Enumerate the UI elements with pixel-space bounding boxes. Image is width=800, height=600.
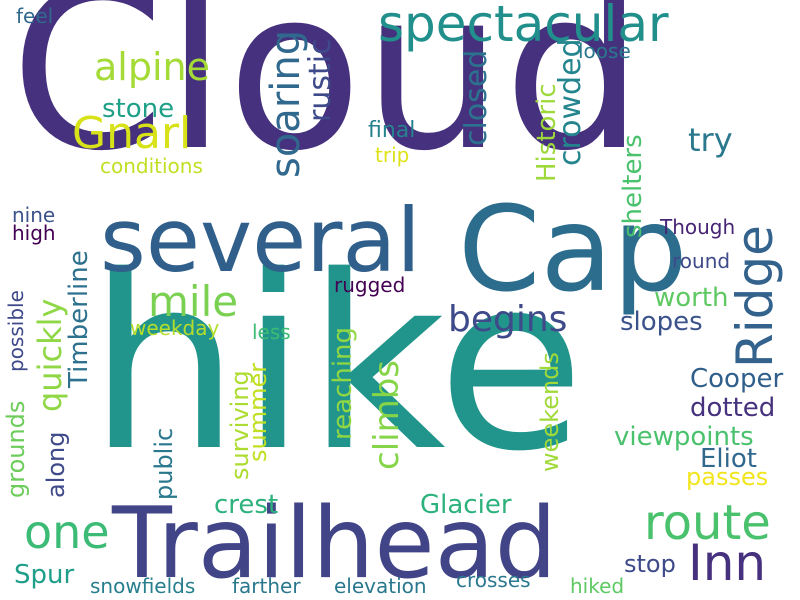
- word-glacier: Glacier: [420, 490, 512, 520]
- word-public: public: [150, 427, 178, 500]
- word-reaching: reaching: [328, 326, 358, 440]
- word-rugged: rugged: [334, 273, 406, 297]
- word-several: several: [100, 189, 421, 292]
- word-dotted: dotted: [690, 393, 776, 423]
- word-worth: worth: [654, 283, 729, 313]
- word-hike: hike: [88, 224, 585, 504]
- word-nine: nine: [12, 203, 56, 227]
- word-less: less: [252, 320, 291, 344]
- word-mile: mile: [148, 277, 239, 326]
- word-alpine: alpine: [94, 45, 210, 89]
- word-though: Though: [660, 215, 736, 239]
- word-weekday: weekday: [130, 316, 220, 340]
- word-crosses: crosses: [456, 568, 531, 592]
- word-quickly: quickly: [31, 298, 69, 412]
- word-possible: possible: [4, 290, 28, 372]
- word-passes: passes: [686, 463, 769, 491]
- word-one: one: [24, 505, 110, 559]
- word-conditions: conditions: [100, 154, 203, 178]
- word-inn: Inn: [688, 534, 767, 592]
- word-begins: begins: [448, 299, 568, 340]
- word-rustic: rustic: [303, 38, 338, 122]
- word-slopes: slopes: [620, 307, 703, 337]
- word-trip: trip: [375, 143, 410, 167]
- word-try: try: [688, 121, 733, 159]
- word-gnarl: Gnarl: [72, 108, 192, 159]
- word-spectacular: spectacular: [378, 0, 669, 53]
- word-stop: stop: [624, 550, 676, 578]
- word-along: along: [42, 431, 70, 498]
- word-cap: Cap: [458, 180, 688, 318]
- word-high: high: [12, 221, 56, 245]
- word-round: round: [672, 249, 731, 273]
- word-loose: loose: [578, 39, 631, 63]
- word-snowfields: snowfields: [90, 574, 196, 598]
- word-crest: crest: [214, 490, 279, 520]
- word-shelters: shelters: [618, 134, 648, 238]
- word-soaring: soaring: [263, 29, 309, 178]
- word-historic: Historic: [532, 83, 562, 182]
- word-farther: farther: [232, 574, 301, 598]
- word-final: final: [368, 118, 416, 143]
- word-closed: closed: [459, 49, 494, 146]
- word-feel: feel: [16, 4, 54, 28]
- word-cooper: Cooper: [690, 364, 784, 394]
- word-ridge: Ridge: [726, 225, 784, 368]
- word-stone: stone: [102, 94, 175, 124]
- word-climbs: climbs: [367, 359, 407, 470]
- word-timberline: Timberline: [64, 250, 94, 388]
- word-hiked: hiked: [570, 574, 625, 598]
- word-spur: Spur: [14, 560, 75, 590]
- word-route: route: [644, 495, 771, 551]
- word-viewpoints: viewpoints: [614, 422, 754, 452]
- word-cloud-large: Cloud: [10, 0, 645, 200]
- word-weekends: weekends: [536, 352, 564, 472]
- word-trailhead: Trailhead: [112, 487, 557, 600]
- word-summer: summer: [244, 362, 272, 462]
- word-grounds: grounds: [2, 400, 30, 498]
- word-eliot: Eliot: [700, 444, 757, 474]
- word-elevation: elevation: [334, 574, 427, 598]
